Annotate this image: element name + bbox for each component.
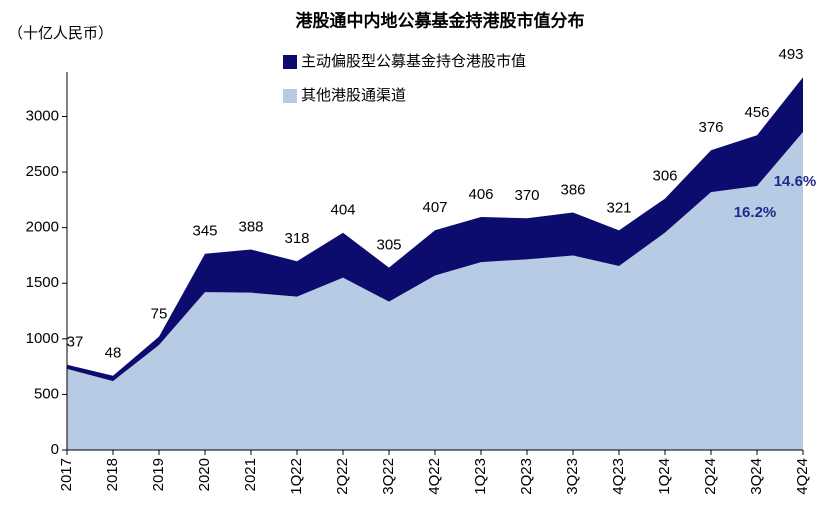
- data-label: 306: [652, 168, 677, 185]
- y-axis-label: （十亿人民币）: [8, 25, 113, 42]
- x-tick-label: 2Q23: [518, 458, 535, 495]
- x-tick-label: 3Q24: [748, 458, 765, 495]
- data-label: 493: [778, 46, 803, 63]
- x-tick-label: 2018: [104, 458, 121, 491]
- data-label: 386: [560, 181, 585, 198]
- legend-swatch: [283, 89, 297, 103]
- chart-title: 港股通中内地公募基金持港股市值分布: [296, 10, 585, 30]
- y-tick-label: 2000: [26, 219, 59, 236]
- data-label: 321: [606, 199, 631, 216]
- data-label: 305: [376, 237, 401, 254]
- y-tick-label: 1500: [26, 274, 59, 291]
- y-tick-label: 500: [34, 385, 59, 402]
- x-tick-label: 4Q24: [794, 458, 811, 495]
- legend-swatch: [283, 55, 297, 69]
- x-tick-label: 4Q22: [426, 458, 443, 495]
- data-label: 406: [468, 186, 493, 203]
- x-tick-label: 1Q22: [288, 458, 305, 495]
- x-tick-label: 2021: [242, 458, 259, 491]
- data-label: 407: [422, 199, 447, 216]
- x-tick-label: 4Q23: [610, 458, 627, 495]
- x-tick-label: 1Q24: [656, 458, 673, 495]
- data-label: 48: [105, 345, 122, 362]
- data-label: 404: [330, 202, 355, 219]
- data-label: 37: [67, 334, 84, 351]
- area: [67, 77, 803, 382]
- legend-label: 主动偏股型公募基金持仓港股市值: [301, 53, 526, 70]
- x-tick-label: 2017: [58, 458, 75, 491]
- x-tick-label: 3Q23: [564, 458, 581, 495]
- data-label: 75: [151, 306, 168, 323]
- x-tick-label: 2019: [150, 458, 167, 491]
- data-label: 388: [238, 219, 263, 236]
- annotation: 16.2%: [734, 204, 777, 221]
- data-label: 456: [744, 104, 769, 121]
- x-tick-label: 2020: [196, 458, 213, 491]
- x-tick-label: 1Q23: [472, 458, 489, 495]
- area: [67, 132, 803, 451]
- data-label: 376: [698, 119, 723, 136]
- x-tick-label: 2Q24: [702, 458, 719, 495]
- x-tick-label: 2Q22: [334, 458, 351, 495]
- annotation: 14.6%: [774, 173, 817, 190]
- data-label: 370: [514, 187, 539, 204]
- legend-label: 其他港股通渠道: [301, 87, 406, 104]
- y-tick-label: 3000: [26, 107, 59, 124]
- data-label: 345: [192, 223, 217, 240]
- y-tick-label: 0: [51, 441, 59, 458]
- data-label: 318: [284, 230, 309, 247]
- y-tick-label: 2500: [26, 163, 59, 180]
- y-tick-label: 1000: [26, 330, 59, 347]
- x-tick-label: 3Q22: [380, 458, 397, 495]
